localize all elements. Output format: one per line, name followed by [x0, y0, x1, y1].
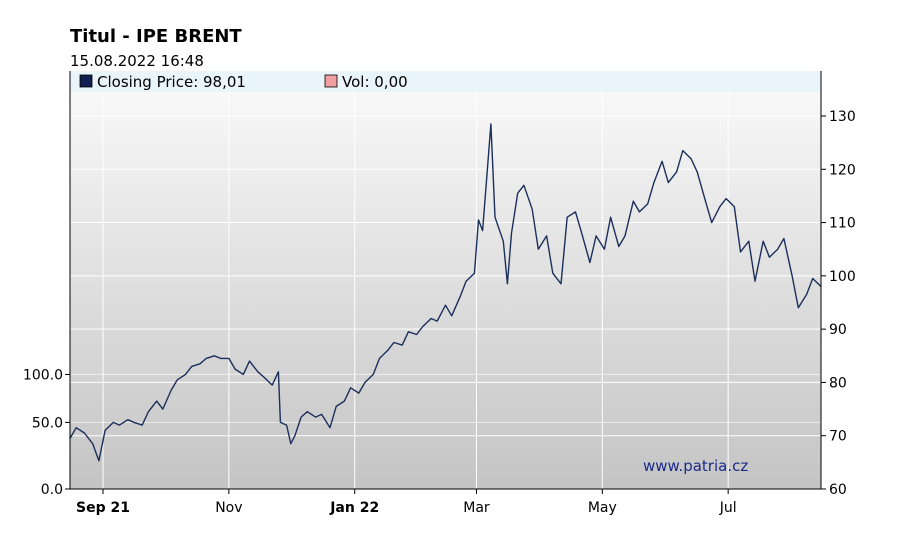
grid-lines [70, 92, 821, 489]
legend-swatch-0 [79, 74, 93, 88]
right-tick-label-100: 100 [829, 269, 856, 285]
right-tick-label-60: 60 [829, 482, 847, 498]
right-tick-label-110: 110 [829, 216, 856, 232]
left-tick-label-2: 100.0 [23, 367, 63, 383]
legend-swatch-1 [324, 74, 338, 88]
left-axis-ticks: 0.0 50.0 100.0 [23, 367, 70, 498]
legend-label-0: Closing Price: 98,01 [97, 73, 246, 91]
watermark-text: www.patria.cz [643, 457, 748, 475]
closing-price-line [69, 123, 822, 462]
legend-band [70, 71, 821, 92]
chart-datetime: 15.08.2022 16:48 [70, 52, 204, 70]
x-tick-label-4: May [588, 500, 617, 516]
left-tick-label-0: 0.0 [41, 482, 63, 498]
x-axis-ticks: Sep 21 Nov Jan 22 Mar May Jul [76, 489, 737, 516]
x-tick-label-0: Sep 21 [76, 500, 130, 516]
right-tick-label-90: 90 [829, 322, 847, 338]
x-tick-label-3: Mar [463, 500, 490, 516]
left-tick-label-1: 50.0 [32, 415, 63, 431]
x-tick-label-2: Jan 22 [329, 500, 379, 516]
x-tick-label-1: Nov [215, 500, 242, 516]
right-tick-label-80: 80 [829, 375, 847, 391]
right-tick-label-130: 130 [829, 109, 856, 125]
x-tick-label-5: Jul [719, 500, 737, 516]
right-tick-label-120: 120 [829, 162, 856, 178]
chart-title: Titul - IPE BRENT [70, 26, 242, 47]
legend-label-1: Vol: 0,00 [342, 73, 408, 91]
right-axis-ticks: 60 70 80 90 100 110 120 130 [821, 109, 856, 498]
legend: Closing Price: 98,01 Vol: 0,00 [79, 73, 408, 91]
right-tick-label-70: 70 [829, 429, 847, 445]
plot-area [70, 92, 821, 489]
